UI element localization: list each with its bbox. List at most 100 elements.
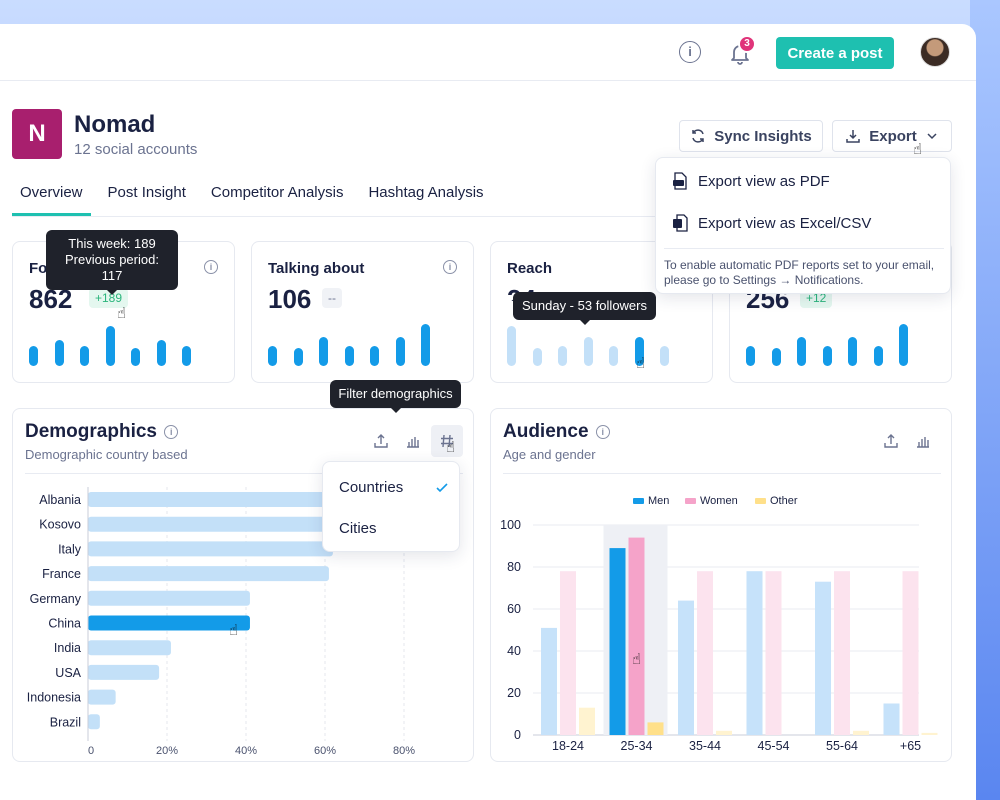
mini-bar [558, 346, 567, 366]
bar-usa[interactable] [88, 664, 160, 680]
y-category-label: Italy [58, 542, 82, 556]
bar-other-25-34[interactable] [647, 722, 664, 735]
pdf-file-icon [673, 172, 687, 190]
info-icon[interactable]: i [164, 424, 179, 439]
bar-women-18-24[interactable] [560, 571, 576, 735]
filter-menu: Countries Cities [322, 461, 460, 552]
mini-bar [822, 346, 832, 366]
export-button[interactable]: Export [832, 120, 952, 152]
bar-germany[interactable] [88, 590, 250, 606]
bar-women-25-34[interactable] [628, 537, 645, 735]
mini-bar [873, 346, 883, 366]
export-note: To enable automatic PDF reports set to y… [664, 258, 935, 287]
bar-men-25-34[interactable] [609, 548, 626, 735]
stat-card-talking-about: Talking about i 106 -- [251, 241, 474, 383]
bar-men-18-24[interactable] [541, 627, 557, 735]
demographics-title: Demographics i [25, 421, 179, 443]
bar-men-35-44[interactable] [678, 600, 694, 735]
mini-bar [609, 346, 618, 366]
y-category-label: India [54, 641, 81, 655]
export-menu: Export view as PDF Export view as Excel/… [655, 157, 951, 294]
notification-badge: 3 [738, 35, 756, 53]
tab-post-insight[interactable]: Post Insight [107, 184, 186, 201]
sync-icon [692, 129, 704, 143]
top-bar: i 3 Create a post [0, 24, 976, 81]
cursor-icon: ☝ [636, 355, 646, 372]
tab-hashtag-analysis[interactable]: Hashtag Analysis [368, 184, 484, 201]
page-title: Nomad [74, 111, 156, 138]
mini-bar [319, 337, 328, 366]
mini-bar [182, 346, 191, 366]
x-tick-label: 80% [393, 745, 415, 757]
y-category-label: Germany [30, 592, 82, 606]
x-category-label: 45-54 [758, 739, 790, 753]
bar-other-18-24[interactable] [579, 707, 595, 735]
tab-competitor-analysis[interactable]: Competitor Analysis [210, 184, 344, 201]
x-category-label: 35-44 [689, 739, 721, 753]
check-icon [436, 482, 448, 492]
mini-bar [507, 326, 516, 366]
brand-logo: N [12, 109, 62, 159]
stat-delta: -- [322, 288, 342, 308]
bar-chart-icon[interactable] [915, 433, 931, 449]
bar-women-55-64[interactable] [834, 571, 850, 735]
bar-brazil[interactable] [88, 714, 100, 730]
mini-bar [395, 337, 405, 366]
menu-divider [664, 248, 944, 249]
sync-insights-button[interactable]: Sync Insights [679, 120, 823, 152]
filter-option-label: Countries [339, 479, 404, 496]
export-pdf-label: Export view as PDF [698, 172, 830, 190]
audience-chart: Men Women Other 0 20 40 60 80 100 18-24 25-34 35-44… [500, 495, 938, 753]
bar-women-35-44[interactable] [697, 571, 713, 735]
bar-men-45-54[interactable] [746, 571, 763, 735]
y-tick-label: 0 [514, 728, 521, 742]
demographics-subtitle: Demographic country based [25, 447, 188, 462]
mini-bar [344, 346, 354, 366]
mini-bar [797, 337, 806, 366]
bar-chart-icon[interactable] [405, 433, 421, 449]
bar-women-45-54[interactable] [765, 571, 782, 735]
bar-india[interactable] [88, 640, 171, 656]
share-icon[interactable] [373, 433, 389, 449]
demographics-title-text: Demographics [25, 421, 157, 442]
mini-bar [54, 340, 64, 366]
filter-option-cities[interactable]: Cities [339, 520, 377, 537]
chevron-down-icon [927, 133, 937, 140]
export-excel-item[interactable]: Export view as Excel/CSV [672, 214, 871, 232]
bar-other-+65[interactable] [921, 732, 938, 735]
export-pdf-item[interactable]: Export view as PDF [672, 172, 830, 190]
bar-china[interactable] [88, 615, 250, 631]
stat-title: Fo [29, 260, 48, 277]
legend-label: Men [648, 495, 669, 507]
y-category-label: France [42, 567, 81, 581]
bar-italy[interactable] [88, 541, 333, 557]
share-icon[interactable] [883, 433, 899, 449]
avatar[interactable] [920, 37, 950, 67]
y-category-label: Albania [39, 493, 81, 507]
bar-women-+65[interactable] [902, 571, 919, 735]
bar-france[interactable] [88, 566, 329, 582]
mini-bar [268, 346, 277, 366]
filter-button[interactable] [431, 425, 463, 457]
mini-bar [105, 326, 115, 366]
bar-albania[interactable] [88, 492, 333, 507]
info-icon[interactable]: i [204, 260, 218, 274]
mini-bar [532, 348, 542, 366]
bar-men-55-64[interactable] [815, 581, 831, 735]
bar-indonesia[interactable] [88, 689, 116, 705]
info-icon[interactable]: i [679, 41, 701, 63]
mini-bar [660, 346, 669, 366]
audience-card: Audience i Age and gender Men Women Other 0… [490, 408, 952, 762]
filter-option-countries[interactable]: Countries [339, 479, 449, 496]
info-icon[interactable]: i [595, 424, 610, 439]
bar-men-+65[interactable] [883, 703, 900, 736]
audience-title: Audience i [503, 421, 610, 443]
mini-bar [293, 348, 303, 366]
create-post-button[interactable]: Create a post [776, 37, 894, 69]
info-icon[interactable]: i [443, 260, 457, 274]
legend-swatch [755, 498, 766, 504]
tab-overview[interactable]: Overview [12, 174, 91, 216]
bar-kosovo[interactable] [88, 516, 333, 532]
bar-other-55-64[interactable] [853, 730, 869, 735]
bar-other-35-44[interactable] [716, 730, 732, 735]
